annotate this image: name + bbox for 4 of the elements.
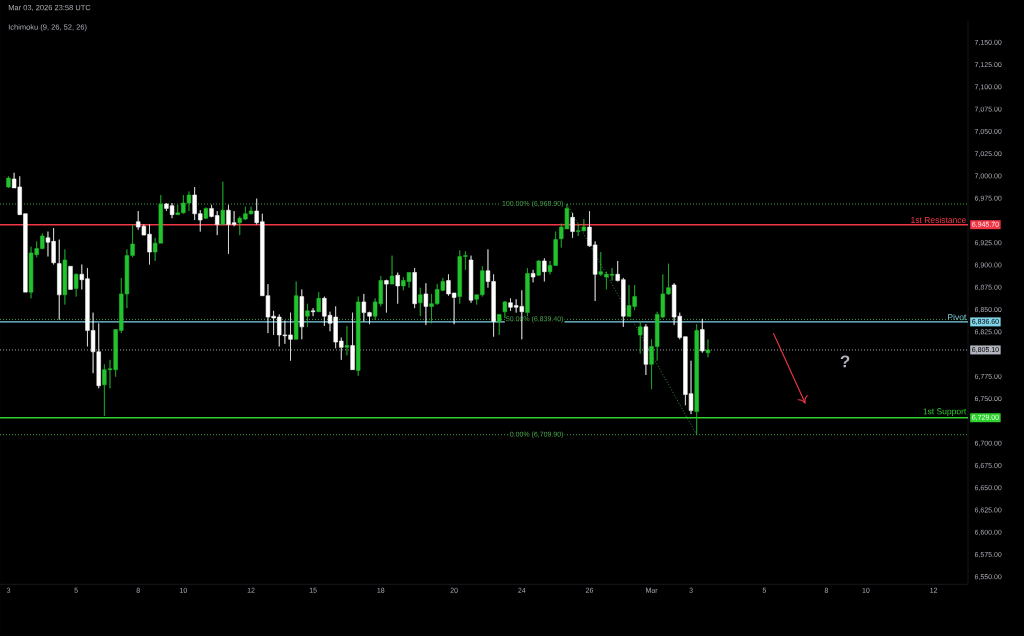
ref-line-label: 1st Resistance [911, 216, 966, 223]
annotation: ? [840, 355, 850, 368]
ref-line-label: Pivot [948, 313, 967, 321]
ref-line-label: 1st Support [923, 408, 967, 417]
